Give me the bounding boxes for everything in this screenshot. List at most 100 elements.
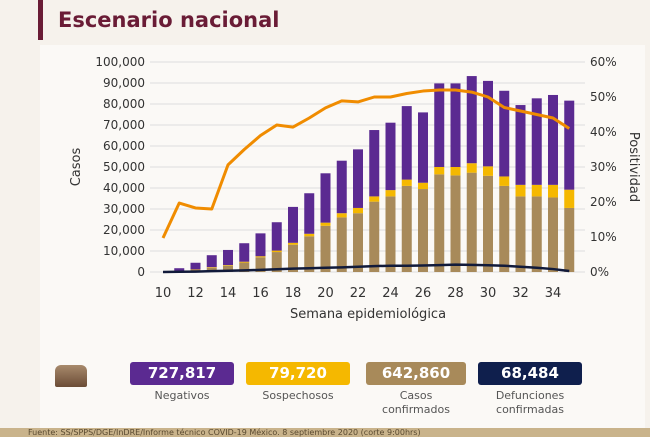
bar-casos-confirmados: [548, 197, 558, 272]
stat-defunciones: 68,484 Defunciones confirmadas: [478, 362, 582, 417]
bar-sospechosos: [255, 256, 266, 258]
x-tick-label: 10: [155, 286, 172, 301]
bar-negativos: [239, 243, 250, 262]
bar-negativos: [336, 160, 347, 214]
x-tick-label: 34: [545, 286, 562, 301]
x-tick-label: 30: [480, 286, 497, 301]
bar-negativos: [206, 255, 217, 268]
stat-negativos: 727,817 Negativos: [130, 362, 234, 403]
stat-value: 79,720: [246, 362, 350, 385]
bar-negativos: [174, 268, 185, 271]
bar-casos-confirmados: [483, 175, 493, 272]
bar-negativos: [369, 130, 380, 197]
bar-negativos: [271, 222, 282, 251]
x-tick-label: 16: [252, 286, 269, 301]
y2-tick-label: 10%: [590, 230, 617, 244]
y2-tick-label: 30%: [590, 160, 617, 174]
bar-sospechosos: [320, 222, 331, 226]
y-tick-label: 30,000: [103, 202, 145, 216]
bar-negativos: [385, 122, 396, 191]
bar-sospechosos: [434, 167, 445, 175]
x-axis-label: Semana epidemiológica: [290, 307, 446, 322]
stat-label: Defunciones confirmadas: [495, 389, 565, 416]
bar-casos-confirmados: [418, 189, 428, 272]
y-tick-label: 90,000: [103, 76, 145, 90]
bar-sospechosos: [450, 167, 461, 176]
bar-negativos: [320, 173, 331, 223]
bar-negativos: [515, 105, 526, 185]
bar-casos-confirmados: [206, 267, 217, 272]
bar-casos-confirmados: [336, 217, 347, 272]
bar-sospechosos: [418, 182, 428, 190]
stat-value: 68,484: [478, 362, 582, 385]
x-tick-label: 12: [187, 286, 204, 301]
government-logo: [55, 365, 87, 387]
y-tick-label: 40,000: [103, 181, 145, 195]
bar-casos-confirmados: [255, 257, 266, 272]
bar-casos-confirmados: [515, 196, 526, 272]
chart: 0 10,000 20,000 30,000 40,000 50,000 60,000 70,…: [69, 55, 641, 322]
bar-sospechosos: [206, 267, 217, 268]
bar-casos-confirmados: [499, 185, 510, 272]
bar-negativos: [434, 83, 445, 167]
stat-label: Negativos: [154, 389, 210, 402]
y2-tick-label: 20%: [590, 195, 617, 209]
bar-negativos: [223, 249, 233, 266]
bar-casos-confirmados: [271, 252, 282, 272]
bar-sospechosos: [531, 184, 542, 197]
stat-value: 642,860: [366, 362, 466, 385]
y2-tick-label: 50%: [590, 90, 617, 104]
stat-label: Sospechosos: [262, 389, 334, 402]
x-tick-label: 32: [512, 286, 529, 301]
y-tick-label: 60,000: [103, 139, 145, 153]
title-accent: [38, 0, 43, 40]
bar-negativos: [288, 206, 298, 243]
bar-sospechosos: [336, 213, 347, 218]
stat-sospechosos: 79,720 Sospechosos: [246, 362, 350, 403]
bar-sospechosos: [304, 233, 315, 237]
y-axis-label: Casos: [69, 148, 84, 187]
bar-sospechosos: [564, 189, 575, 208]
source-footer: Fuente: SS/SPPS/DGE/InDRE/Informe técnic…: [0, 428, 650, 437]
bar-casos-confirmados: [401, 185, 412, 272]
bar-sospechosos: [353, 207, 363, 214]
bar-casos-confirmados: [531, 196, 542, 272]
bar-negativos: [531, 98, 542, 185]
bar-sospechosos: [223, 265, 233, 266]
bar-sospechosos: [499, 176, 510, 186]
stat-confirmados: 642,860 Casos confirmados: [366, 362, 466, 417]
bar-sospechosos: [271, 250, 282, 253]
bar-negativos: [304, 193, 315, 234]
y2-axis-label: Positividad: [626, 132, 641, 202]
y-tick-label: 20,000: [103, 223, 145, 237]
bar-sospechosos: [385, 190, 396, 197]
bar-casos-confirmados: [466, 172, 477, 272]
stat-label: Casos confirmados: [382, 389, 450, 416]
bar-negativos: [450, 83, 461, 167]
bar-negativos: [418, 112, 428, 183]
bar-negativos: [190, 262, 201, 270]
bar-casos-confirmados: [450, 175, 461, 272]
y-tick-label: 80,000: [103, 97, 145, 111]
bar-sospechosos: [548, 184, 558, 198]
bar-casos-confirmados: [223, 265, 233, 272]
bar-sospechosos: [515, 184, 526, 197]
bar-negativos: [548, 94, 558, 185]
bar-sospechosos: [239, 261, 250, 263]
bar-negativos: [483, 80, 493, 167]
x-tick-label: 20: [317, 286, 334, 301]
bar-negativos: [564, 100, 575, 190]
y-tick-label: 0: [137, 265, 145, 279]
y-tick-label: 70,000: [103, 118, 145, 132]
y-tick-label: 50,000: [103, 160, 145, 174]
bar-casos-confirmados: [369, 201, 380, 272]
bar-sospechosos: [288, 242, 298, 245]
x-tick-label: 14: [220, 286, 237, 301]
y2-tick-label: 40%: [590, 125, 617, 139]
bar-casos-confirmados: [288, 244, 298, 272]
bar-casos-confirmados: [434, 174, 445, 272]
page-title: Escenario nacional: [58, 8, 280, 32]
bar-sospechosos: [401, 179, 412, 186]
bar-casos-confirmados: [239, 262, 250, 272]
x-tick-label: 18: [285, 286, 302, 301]
